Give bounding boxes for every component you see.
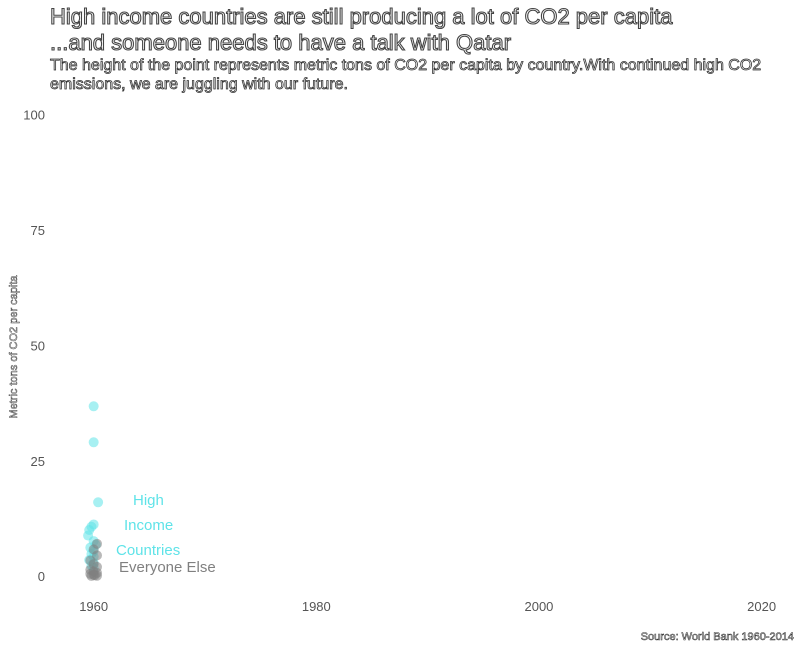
point-high-income xyxy=(88,437,99,448)
chart-title-line2: ...and someone needs to have a talk with… xyxy=(49,29,512,55)
x-tick-label: 2000 xyxy=(524,599,553,614)
source-caption: Source: World Bank 1960-2014 xyxy=(640,631,794,644)
x-axis-ticks: 1960 1980 2000 2020 xyxy=(79,599,776,614)
y-axis-ticks: 0 25 50 75 100 xyxy=(23,108,45,585)
x-tick-label: 1960 xyxy=(79,599,108,614)
x-tick-label: 1980 xyxy=(302,599,331,614)
annotation-countries: Countries xyxy=(116,542,180,559)
x-tick-label: 2020 xyxy=(747,599,776,614)
annotation-high: High xyxy=(133,492,164,509)
y-tick-label: 50 xyxy=(31,338,45,353)
annotation-group: High Income Countries Everyone Else xyxy=(116,492,216,576)
y-tick-label: 0 xyxy=(38,569,45,584)
y-tick-label: 100 xyxy=(23,108,45,123)
point-high-income xyxy=(88,401,99,412)
y-tick-label: 75 xyxy=(31,223,45,238)
annotation-everyone-else: Everyone Else xyxy=(119,559,216,576)
data-points xyxy=(83,401,104,581)
point-everyone-else xyxy=(89,570,100,581)
chart-title: High income countries are still producin… xyxy=(49,3,795,56)
annotation-income: Income xyxy=(124,517,173,534)
point-high-income xyxy=(93,497,104,508)
chart-title-line1: High income countries are still producin… xyxy=(49,3,673,29)
chart-subtitle: The height of the point represents metri… xyxy=(50,57,762,94)
y-tick-label: 25 xyxy=(31,454,45,469)
y-axis-label: Metric tons of CO2 per capita xyxy=(8,275,20,419)
